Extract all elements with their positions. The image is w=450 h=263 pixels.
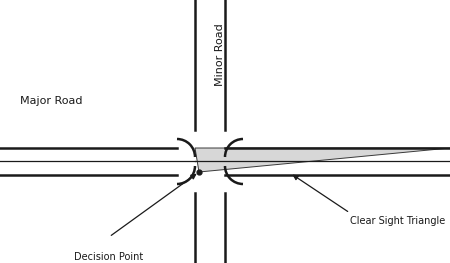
- Text: Major Road: Major Road: [20, 96, 82, 106]
- Polygon shape: [195, 148, 450, 172]
- Text: Decision Point: Decision Point: [74, 252, 143, 262]
- Text: Minor Road: Minor Road: [215, 24, 225, 86]
- Text: Clear Sight Triangle: Clear Sight Triangle: [350, 216, 445, 226]
